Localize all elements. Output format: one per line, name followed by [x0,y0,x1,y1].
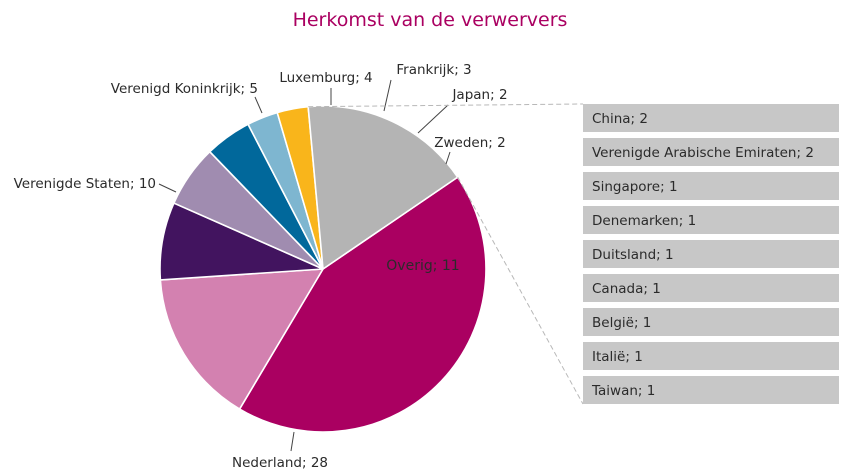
chart-title: Herkomst van de verwervers [293,9,568,31]
breakdown-box [583,240,839,268]
breakdown-box [583,172,839,200]
breakdown-item-denemarken: Denemarken; 1 [583,206,839,234]
pie-slices [159,105,487,433]
breakdown-label: Italië; 1 [592,349,643,365]
breakdown-item-italie: Italië; 1 [583,342,839,370]
breakdown-box [583,274,839,302]
breakdown-item-belgie: België; 1 [583,308,839,336]
breakdown-item-duitsland: Duitsland; 1 [583,240,839,268]
slice-label-verenigd-koninkrijk: Verenigd Koninkrijk; 5 [111,81,258,97]
breakdown-box [583,342,839,370]
breakdown-item-singapore: Singapore; 1 [583,172,839,200]
slice-label-frankrijk: Frankrijk; 3 [396,62,471,78]
breakdown-item-china: China; 2 [583,104,839,132]
breakdown-label: België; 1 [592,315,651,331]
breakdown-label: Taiwan; 1 [591,383,655,399]
slice-label-verenigde-staten: Verenigde Staten; 10 [14,176,156,192]
leader-line-zweden [445,151,451,165]
breakdown-item-canada: Canada; 1 [583,274,839,302]
slice-label-zweden: Zweden; 2 [434,135,505,151]
slice-label-overig: Overig; 11 [386,258,459,274]
breakdown-label: Duitsland; 1 [592,247,674,263]
breakdown-label: Verenigde Arabische Emiraten; 2 [592,145,814,161]
breakdown-label: Canada; 1 [592,281,661,297]
breakdown-item-verenigde-arabische-emiraten: Verenigde Arabische Emiraten; 2 [583,138,839,166]
breakdown-box [583,308,839,336]
breakdown-label: China; 2 [592,111,648,127]
slice-label-luxemburg: Luxemburg; 4 [279,70,372,86]
pie-slice-nederland [238,176,487,433]
leader-line-verenigd-koninkrijk [254,96,263,114]
breakdown-box [583,206,839,234]
leader-line-verenigde-staten [158,183,177,193]
slice-label-nederland: Nederland; 28 [232,455,328,471]
connector-top [308,103,584,108]
slice-labels: Nederland; 28 Verenigde Staten; 10 Verenig… [14,62,508,471]
breakdown-box [583,104,839,132]
leader-line-nederland [290,431,295,452]
breakdown-label: Singapore; 1 [592,179,678,195]
overig-breakdown-list: China; 2 Verenigde Arabische Emiraten; 2 S… [583,104,839,404]
breakdown-box [583,376,839,404]
breakdown-box [583,138,839,166]
leader-line-japan [417,104,449,134]
breakdown-item-taiwan: Taiwan; 1 [583,376,839,404]
pie-slice-verenigde-staten [159,268,325,411]
leader-lines [158,79,584,452]
pie-slice-overig [307,105,459,271]
connector-bottom [457,176,584,405]
slice-label-japan: Japan; 2 [451,87,507,103]
breakdown-label: Denemarken; 1 [592,213,696,229]
